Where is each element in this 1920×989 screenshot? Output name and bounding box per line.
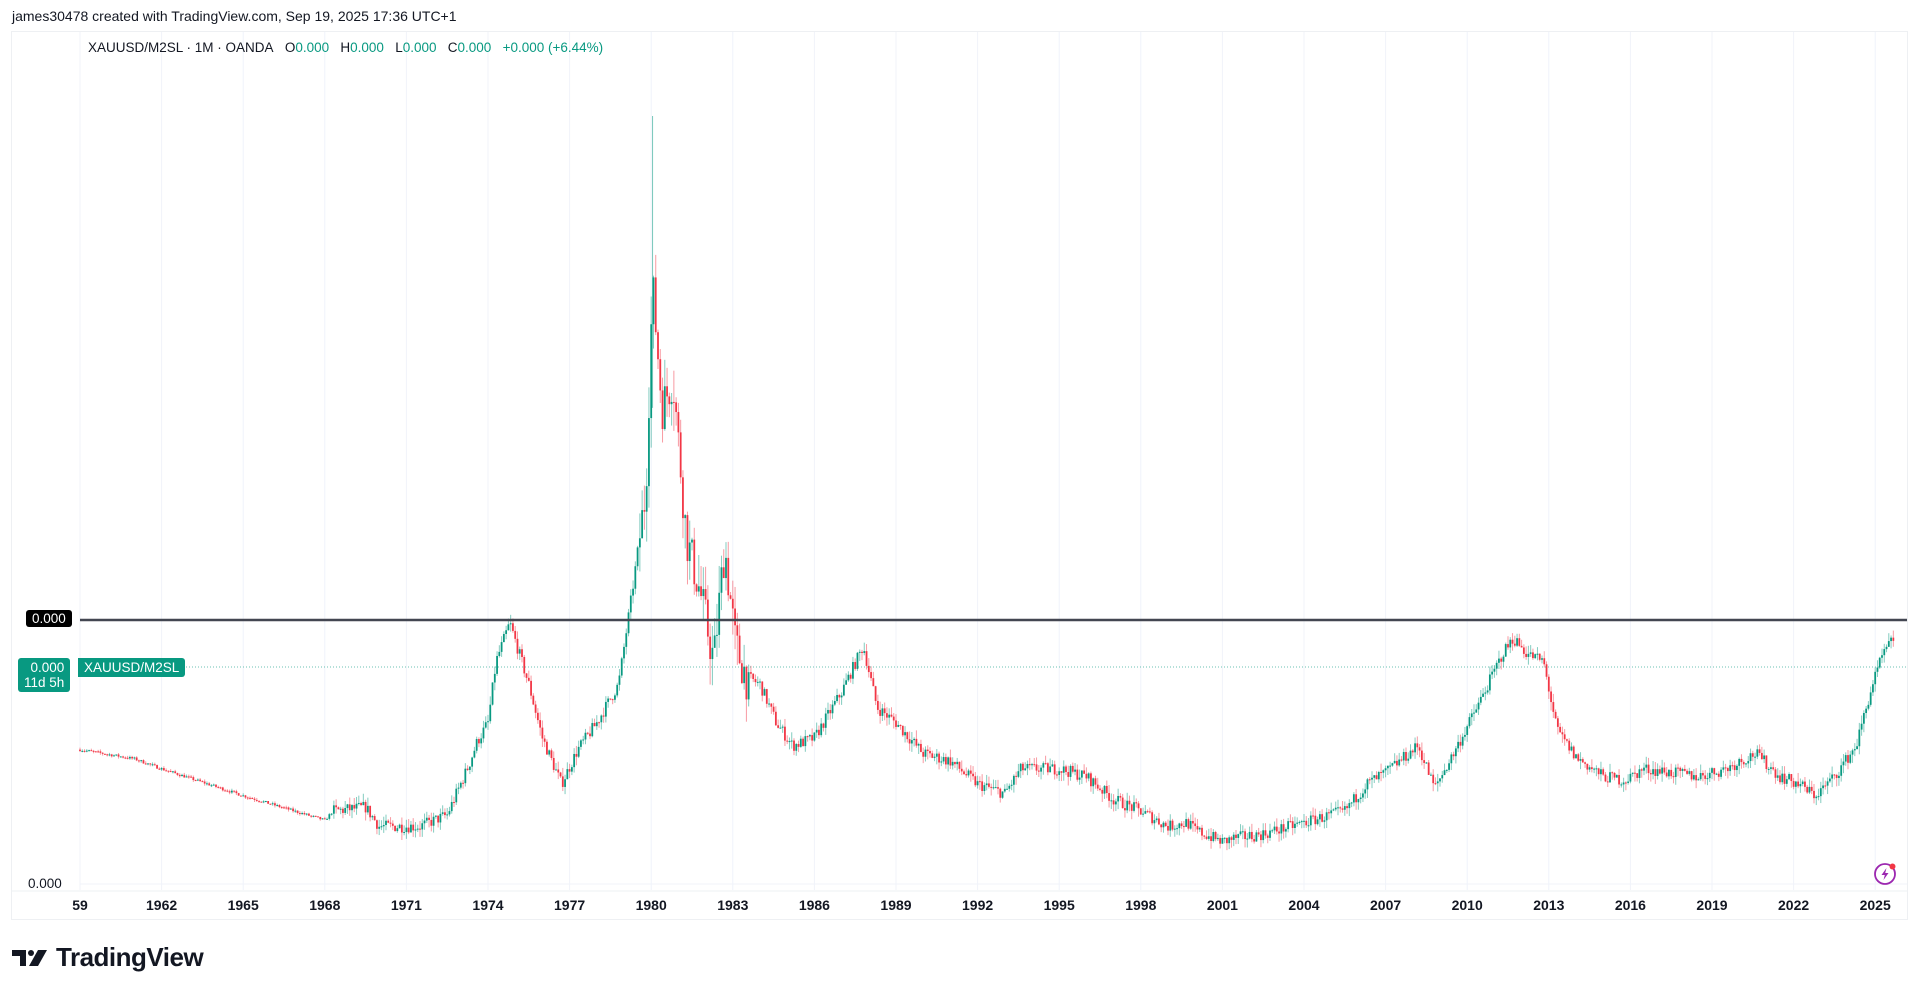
current-price-value: 0.000 bbox=[30, 660, 65, 675]
time-axis-tick: 1995 bbox=[1043, 897, 1075, 913]
bar-countdown: 11d 5h bbox=[24, 675, 65, 690]
time-axis-tick: 1983 bbox=[717, 897, 749, 913]
time-axis-tick: 1974 bbox=[472, 897, 504, 913]
chart-credit: james30478 created with TradingView.com,… bbox=[12, 8, 457, 24]
time-axis-tick: 2001 bbox=[1206, 897, 1238, 913]
time-axis-tick: 1986 bbox=[798, 897, 830, 913]
time-axis-tick: 1989 bbox=[880, 897, 912, 913]
tradingview-logo-icon bbox=[12, 949, 47, 966]
legend-change: +0.000 (+6.44%) bbox=[502, 40, 604, 55]
legend-symbol[interactable]: XAUUSD/M2SL · 1M · OANDA bbox=[88, 40, 274, 55]
time-axis-tick: 1998 bbox=[1125, 897, 1157, 913]
time-axis-tick: 2019 bbox=[1696, 897, 1728, 913]
time-axis-tick: 2004 bbox=[1288, 897, 1320, 913]
current-price-label: 0.000 11d 5h bbox=[18, 658, 71, 692]
symbol-price-tag: XAUUSD/M2SL bbox=[78, 658, 186, 677]
legend-high-label: H bbox=[340, 40, 351, 55]
legend-low-value: 0.000 bbox=[402, 40, 437, 55]
legend-high-value: 0.000 bbox=[350, 40, 384, 55]
legend-close-label: C bbox=[447, 40, 458, 55]
tradingview-logo[interactable]: TradingView bbox=[12, 942, 204, 973]
time-axis-tick: 2013 bbox=[1533, 897, 1565, 913]
time-axis-tick: 2025 bbox=[1859, 897, 1891, 913]
time-axis-tick: 59 bbox=[72, 897, 88, 913]
logo-text: TradingView bbox=[56, 942, 204, 972]
time-axis-tick: 1980 bbox=[635, 897, 667, 913]
price-axis-label: 0.000 bbox=[28, 876, 62, 891]
time-axis-tick: 1965 bbox=[227, 897, 259, 913]
time-axis-tick: 2007 bbox=[1370, 897, 1402, 913]
horizontal-line-price-label[interactable]: 0.000 bbox=[26, 610, 72, 627]
legend-open-label: O bbox=[284, 40, 296, 55]
lightning-alert-icon[interactable] bbox=[1872, 861, 1898, 887]
legend-close-value: 0.000 bbox=[457, 40, 492, 55]
time-axis-tick: 1977 bbox=[554, 897, 586, 913]
time-axis-tick: 1968 bbox=[309, 897, 341, 913]
time-axis-tick: 1962 bbox=[146, 897, 178, 913]
time-axis-tick: 1992 bbox=[962, 897, 994, 913]
time-axis-tick: 2010 bbox=[1451, 897, 1483, 913]
time-axis-tick: 2016 bbox=[1614, 897, 1646, 913]
time-axis-tick: 2022 bbox=[1778, 897, 1810, 913]
legend-open-value: 0.000 bbox=[295, 40, 330, 55]
symbol-legend: XAUUSD/M2SL · 1M · OANDA O0.000 H0.000 L… bbox=[88, 40, 603, 55]
legend-low-label: L bbox=[395, 40, 403, 55]
chart-frame bbox=[11, 31, 1908, 920]
time-axis-tick: 1971 bbox=[390, 897, 422, 913]
